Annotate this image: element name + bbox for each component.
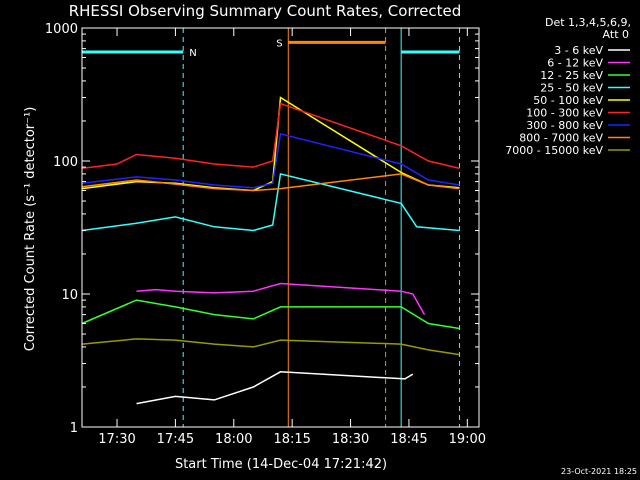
series-line	[81, 299, 460, 330]
legend-label: 100 - 300 keV	[526, 107, 603, 120]
series-line	[81, 172, 460, 232]
y-tick-label: 1000	[45, 22, 78, 37]
x-tick-label: 18:30	[332, 432, 369, 447]
legend-label: 800 - 7000 keV	[519, 132, 603, 145]
series-line	[136, 282, 426, 315]
x-tick-label: 18:00	[215, 432, 252, 447]
y-tick-label: 10	[61, 288, 78, 303]
annotation-layer: NS	[81, 28, 461, 427]
legend-header-1: Det 1,3,4,5,6,9,	[545, 16, 631, 29]
legend-header-2: Att 0	[603, 28, 629, 41]
x-tick-label: 18:15	[273, 432, 310, 447]
saa-label: S	[276, 38, 282, 49]
legend-label: 300 - 800 keV	[526, 119, 603, 132]
series-line	[81, 102, 460, 170]
series-layer	[81, 96, 460, 405]
chart-title: RHESSI Observing Summary Count Rates, Co…	[69, 2, 462, 20]
y-tick-label: 1	[70, 421, 78, 436]
legend-label: 12 - 25 keV	[540, 69, 603, 82]
x-tick-label: 19:00	[449, 432, 486, 447]
y-axis-label: Corrected Count Rate (s⁻¹ detector⁻¹)	[23, 107, 38, 352]
plot-frame	[81, 27, 480, 428]
series-line	[136, 371, 414, 405]
legend-label: 6 - 12 keV	[547, 57, 603, 70]
x-axis-label: Start Time (14-Dec-04 17:21:42)	[175, 457, 387, 472]
legend-label: 50 - 100 keV	[533, 94, 603, 107]
series-line	[81, 173, 460, 192]
y-tick-label: 100	[53, 155, 78, 170]
x-tick-label: 17:30	[98, 432, 135, 447]
x-tick-label: 17:45	[157, 432, 194, 447]
x-tick-label: 18:45	[390, 432, 427, 447]
legend-label: 25 - 50 keV	[540, 82, 603, 95]
legend-label: 3 - 6 keV	[554, 44, 603, 57]
axes: 17:30 17:45 18:00 18:15 18:30 18:45 19:00 1 10 10…	[45, 22, 486, 447]
series-line	[81, 132, 460, 189]
night-label: N	[189, 48, 196, 59]
timestamp: 23-Oct-2021 18:25	[561, 467, 637, 476]
series-line	[81, 338, 460, 356]
legend-label: 7000 - 15000 keV	[505, 144, 603, 157]
